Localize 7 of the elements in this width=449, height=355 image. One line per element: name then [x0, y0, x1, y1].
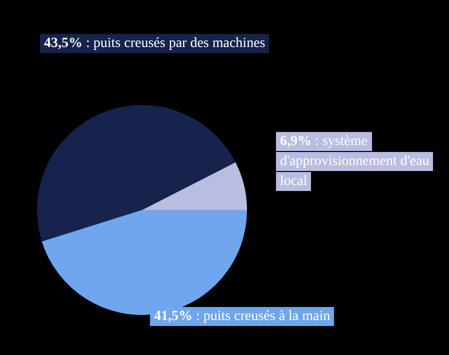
data-label: 6,9% [280, 134, 312, 149]
data-label: 41,5% [154, 309, 192, 324]
slice-label: : puits creusés par des machines [86, 36, 266, 51]
slice-label: : puits creusés à la main [196, 309, 330, 324]
pie-slice [142, 162, 247, 210]
pie-slice [37, 105, 236, 242]
data-label: 43,5% [44, 36, 82, 51]
